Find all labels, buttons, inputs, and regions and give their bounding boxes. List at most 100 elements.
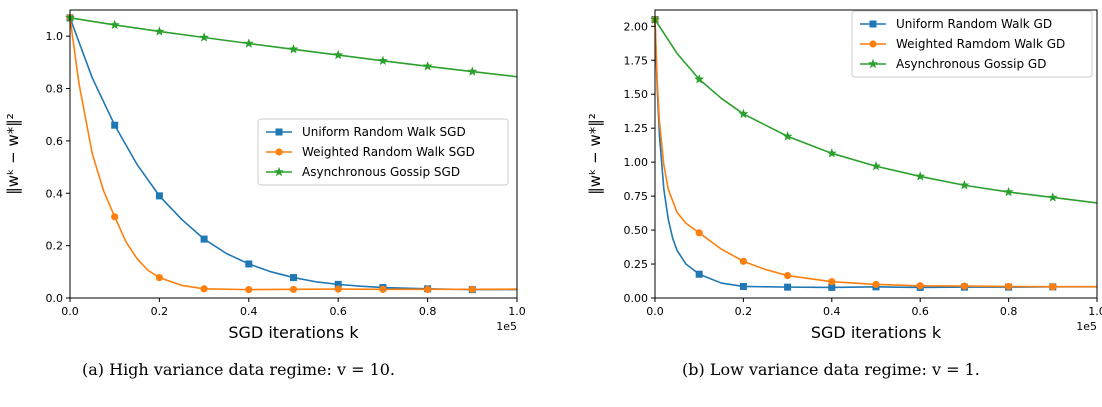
series-3-point-4	[199, 32, 210, 42]
series-line-2	[69, 17, 518, 291]
legend-label-1: Uniform Random Walk GD	[896, 17, 1052, 31]
x-tick-label: 0.6	[329, 305, 347, 318]
series-1-point-4	[784, 283, 792, 291]
series-2-point-2	[111, 213, 119, 221]
series-line-1	[69, 17, 517, 291]
legend-box	[851, 10, 1093, 78]
legend: Uniform Random Walk SGD Weighted Random W…	[257, 118, 509, 186]
x-tick-label: 1.0	[1088, 305, 1102, 318]
x-tick-label: 0.8	[1000, 305, 1018, 318]
series-1-point-5	[245, 260, 253, 268]
series-3-point-3	[154, 26, 165, 36]
series-3-point-8	[959, 180, 970, 190]
series-3-point-4	[782, 131, 793, 141]
series-3-point-8	[377, 55, 388, 65]
legend-marker-3	[274, 166, 284, 177]
y-tick-label: 0.6	[46, 135, 64, 148]
y-tick-label: 0.4	[46, 187, 64, 200]
y-tick-label: 1.75	[624, 54, 649, 67]
series-3-point-5	[243, 38, 254, 48]
chart-0: 0.0 0.2 0.4 0.6 0.8 1.0 0.0 0.2 0.4 0.6 0.8 1.0 1e5 S…	[4, 9, 526, 342]
series-2-point-10	[468, 285, 476, 293]
legend-label-3: Asynchronous Gossip GD	[896, 57, 1046, 71]
legend: Uniform Random Walk GD Weighted Ramdom Wa…	[851, 10, 1093, 78]
series-2-point-2	[695, 229, 703, 237]
series-2-point-5	[245, 286, 253, 294]
caption-b: (b) Low variance data regime: v = 1.	[682, 360, 980, 379]
legend-marker-2	[275, 148, 283, 156]
series-2-point-9	[1005, 282, 1013, 291]
x-axis-label: SGD iterations k	[811, 323, 942, 342]
series-2-point-3	[739, 257, 748, 265]
series-3-point-5	[826, 148, 837, 158]
series-1-point-2	[111, 121, 119, 129]
x-axis-label: SGD iterations k	[228, 323, 359, 342]
legend-label-3: Asynchronous Gossip SGD	[302, 165, 460, 179]
series-1-point-5	[828, 283, 836, 291]
series-1-point-6	[290, 274, 297, 282]
x-tick-label: 1.0	[508, 305, 526, 318]
series-2-point-10	[1049, 283, 1057, 291]
series-1-point-2	[695, 270, 703, 278]
series-3-point-9	[1003, 186, 1014, 197]
x-tick-label: 0.2	[735, 305, 753, 318]
y-tick-label: 1.00	[624, 156, 649, 169]
y-tick-label: 0.50	[624, 224, 649, 237]
y-tick-label: 0.0	[46, 292, 64, 305]
series-3-point-6	[871, 161, 881, 171]
series-2-point-8	[379, 285, 387, 293]
series-2-point-7	[334, 285, 342, 293]
series-2-point-9	[424, 285, 432, 293]
series-2-point-6	[872, 280, 880, 289]
y-axis-label: ‖wᵏ − w*‖²	[4, 113, 22, 195]
series-3-point-2	[109, 19, 120, 30]
x-tick-label: 0.8	[419, 305, 437, 318]
series-3-point-7	[333, 49, 344, 60]
y-tick-label: 1.50	[624, 88, 649, 101]
series-2-point-7	[916, 282, 924, 290]
series-2-point-6	[289, 285, 298, 293]
y-tick-label: 0.25	[624, 258, 649, 271]
legend-box	[257, 118, 509, 186]
x-tick-label: 0.0	[61, 305, 79, 318]
plot-frame	[69, 9, 518, 299]
legend-marker-1	[869, 20, 877, 28]
x-offset-label: 1e5	[1076, 320, 1097, 333]
series-2-point-3	[155, 273, 163, 282]
caption-a: (a) High variance data regime: v = 10.	[82, 360, 396, 379]
series-2-point-8	[960, 282, 969, 290]
legend-marker-2	[869, 40, 877, 48]
legend-marker-1	[275, 128, 283, 136]
legend-label-2: Weighted Ramdom Walk GD	[896, 37, 1065, 51]
x-tick-label: 0.4	[823, 305, 841, 318]
legend-marker-3	[868, 58, 878, 69]
y-tick-label: 0.2	[46, 240, 64, 253]
series-1-point-7	[334, 280, 342, 288]
series-3-point-3	[738, 108, 749, 119]
x-offset-label: 1e5	[496, 320, 517, 333]
y-tick-label: 0.00	[624, 292, 649, 305]
y-tick-label: 1.25	[624, 122, 649, 135]
series-3-point-2	[694, 74, 705, 84]
series-1-point-3	[739, 282, 747, 290]
legend-label-2: Weighted Random Walk SGD	[302, 145, 475, 159]
x-tick-label: 0.2	[151, 305, 169, 318]
x-tick-label: 0.6	[911, 305, 929, 318]
series-3-point-7	[915, 171, 926, 181]
y-axis-label: ‖wᵏ − w*‖²	[586, 113, 604, 195]
series-2-point-4	[784, 271, 792, 280]
series-3-point-10	[1047, 192, 1058, 202]
series-3-point-9	[422, 61, 433, 71]
y-tick-label: 2.00	[624, 20, 649, 33]
x-tick-label: 0.0	[646, 305, 664, 318]
plot-frame	[654, 9, 1098, 299]
y-tick-label: 0.8	[46, 83, 64, 96]
series-1-point-4	[200, 235, 208, 243]
chart-1: 0.0 0.2 0.4 0.6 0.8 1.0 0.00 0.25 0.50 0.75 1.00 1.…	[586, 9, 1102, 342]
series-3-point-10	[467, 66, 478, 76]
series-2-point-4	[200, 285, 208, 293]
y-tick-label: 0.75	[624, 190, 649, 203]
series-3-point-6	[288, 44, 299, 54]
x-tick-label: 0.4	[240, 305, 258, 318]
